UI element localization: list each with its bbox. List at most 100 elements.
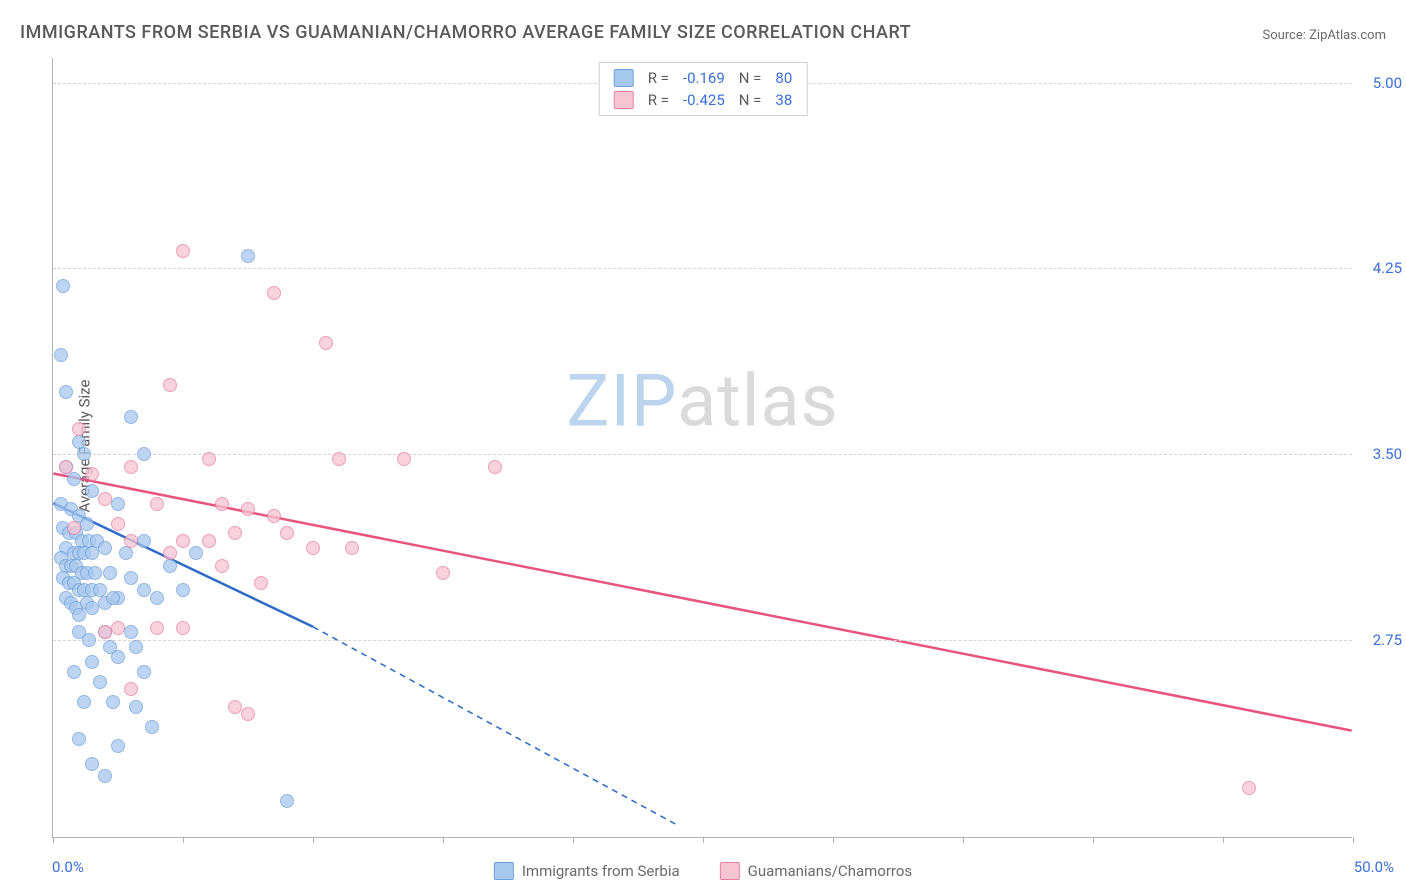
data-point-guam [85,467,99,481]
legend-row-guam: R = -0.425 N = 38 [614,89,793,111]
data-point-guam [111,621,125,635]
data-point-serbia [85,757,99,771]
data-point-guam [98,625,112,639]
data-point-serbia [163,559,177,573]
x-tick [833,837,834,843]
n-label: N = [739,69,762,87]
x-tick [53,837,54,843]
x-tick [573,837,574,843]
data-point-guam [202,534,216,548]
y-tick-label: 3.50 [1373,445,1402,463]
data-point-serbia [280,794,294,808]
y-tick-label: 2.75 [1373,631,1402,649]
data-point-serbia [54,348,68,362]
data-point-guam [280,526,294,540]
data-point-guam [436,566,450,580]
data-point-guam [59,460,73,474]
gridline [53,640,1352,641]
correlation-legend: R = -0.169 N = 80 R = -0.425 N = 38 [599,62,808,116]
data-point-guam [176,244,190,258]
data-point-serbia [176,583,190,597]
data-point-serbia [103,566,117,580]
data-point-guam [72,422,86,436]
data-point-guam [488,460,502,474]
data-point-serbia [72,732,86,746]
data-point-guam [267,286,281,300]
r-value-serbia: -0.169 [683,69,725,87]
data-point-serbia [145,720,159,734]
n-label: N = [739,91,762,109]
r-value-guam: -0.425 [683,91,725,109]
data-point-serbia [85,601,99,615]
data-point-guam [124,534,138,548]
gridline [53,268,1352,269]
x-axis-min-label: 0.0% [52,858,84,876]
data-point-guam [1242,781,1256,795]
n-value-serbia: 80 [775,69,792,87]
data-point-guam [397,452,411,466]
data-point-guam [111,517,125,531]
data-point-serbia [59,385,73,399]
data-point-serbia [77,695,91,709]
data-point-guam [67,521,81,535]
data-point-serbia [85,484,99,498]
legend-item-guam: Guamanians/Chamorros [720,862,912,880]
data-point-serbia [106,695,120,709]
data-point-guam [345,541,359,555]
data-point-guam [202,452,216,466]
data-point-serbia [67,665,81,679]
x-tick [313,837,314,843]
x-axis-max-label: 50.0% [1354,858,1394,876]
data-point-serbia [189,546,203,560]
trendline-extrapolated-serbia [313,627,677,825]
swatch-serbia [494,862,514,880]
data-point-guam [228,700,242,714]
data-point-serbia [129,640,143,654]
data-point-serbia [129,700,143,714]
data-point-serbia [106,591,120,605]
y-tick-label: 5.00 [1373,74,1402,92]
data-point-guam [241,707,255,721]
data-point-guam [98,492,112,506]
data-point-guam [124,682,138,696]
legend-item-serbia: Immigrants from Serbia [494,862,680,880]
swatch-guam [720,862,740,880]
data-point-serbia [124,410,138,424]
data-point-guam [241,502,255,516]
data-point-serbia [82,633,96,647]
data-point-guam [150,621,164,635]
watermark: ZIPatlas [566,358,838,443]
data-point-serbia [56,279,70,293]
data-point-guam [215,497,229,511]
data-point-guam [306,541,320,555]
series-label-guam: Guamanians/Chamorros [748,862,912,880]
x-tick [1353,837,1354,843]
data-point-guam [228,526,242,540]
legend-row-serbia: R = -0.169 N = 80 [614,67,793,89]
data-point-serbia [124,625,138,639]
data-point-serbia [85,546,99,560]
data-point-serbia [111,739,125,753]
data-point-serbia [119,546,133,560]
data-point-serbia [67,472,81,486]
data-point-serbia [88,566,102,580]
data-point-guam [150,497,164,511]
data-point-serbia [137,665,151,679]
series-label-serbia: Immigrants from Serbia [522,862,680,880]
source-attribution: Source: ZipAtlas.com [1262,28,1386,43]
data-point-serbia [137,534,151,548]
x-tick [443,837,444,843]
data-point-serbia [98,541,112,555]
data-point-serbia [85,655,99,669]
chart-title: IMMIGRANTS FROM SERBIA VS GUAMANIAN/CHAM… [20,22,911,43]
data-point-guam [163,546,177,560]
data-point-serbia [111,650,125,664]
watermark-zip: ZIP [566,358,677,443]
x-tick [1223,837,1224,843]
data-point-serbia [137,447,151,461]
data-point-guam [319,336,333,350]
data-point-serbia [241,249,255,263]
data-point-serbia [150,591,164,605]
data-point-guam [267,509,281,523]
data-point-serbia [98,769,112,783]
